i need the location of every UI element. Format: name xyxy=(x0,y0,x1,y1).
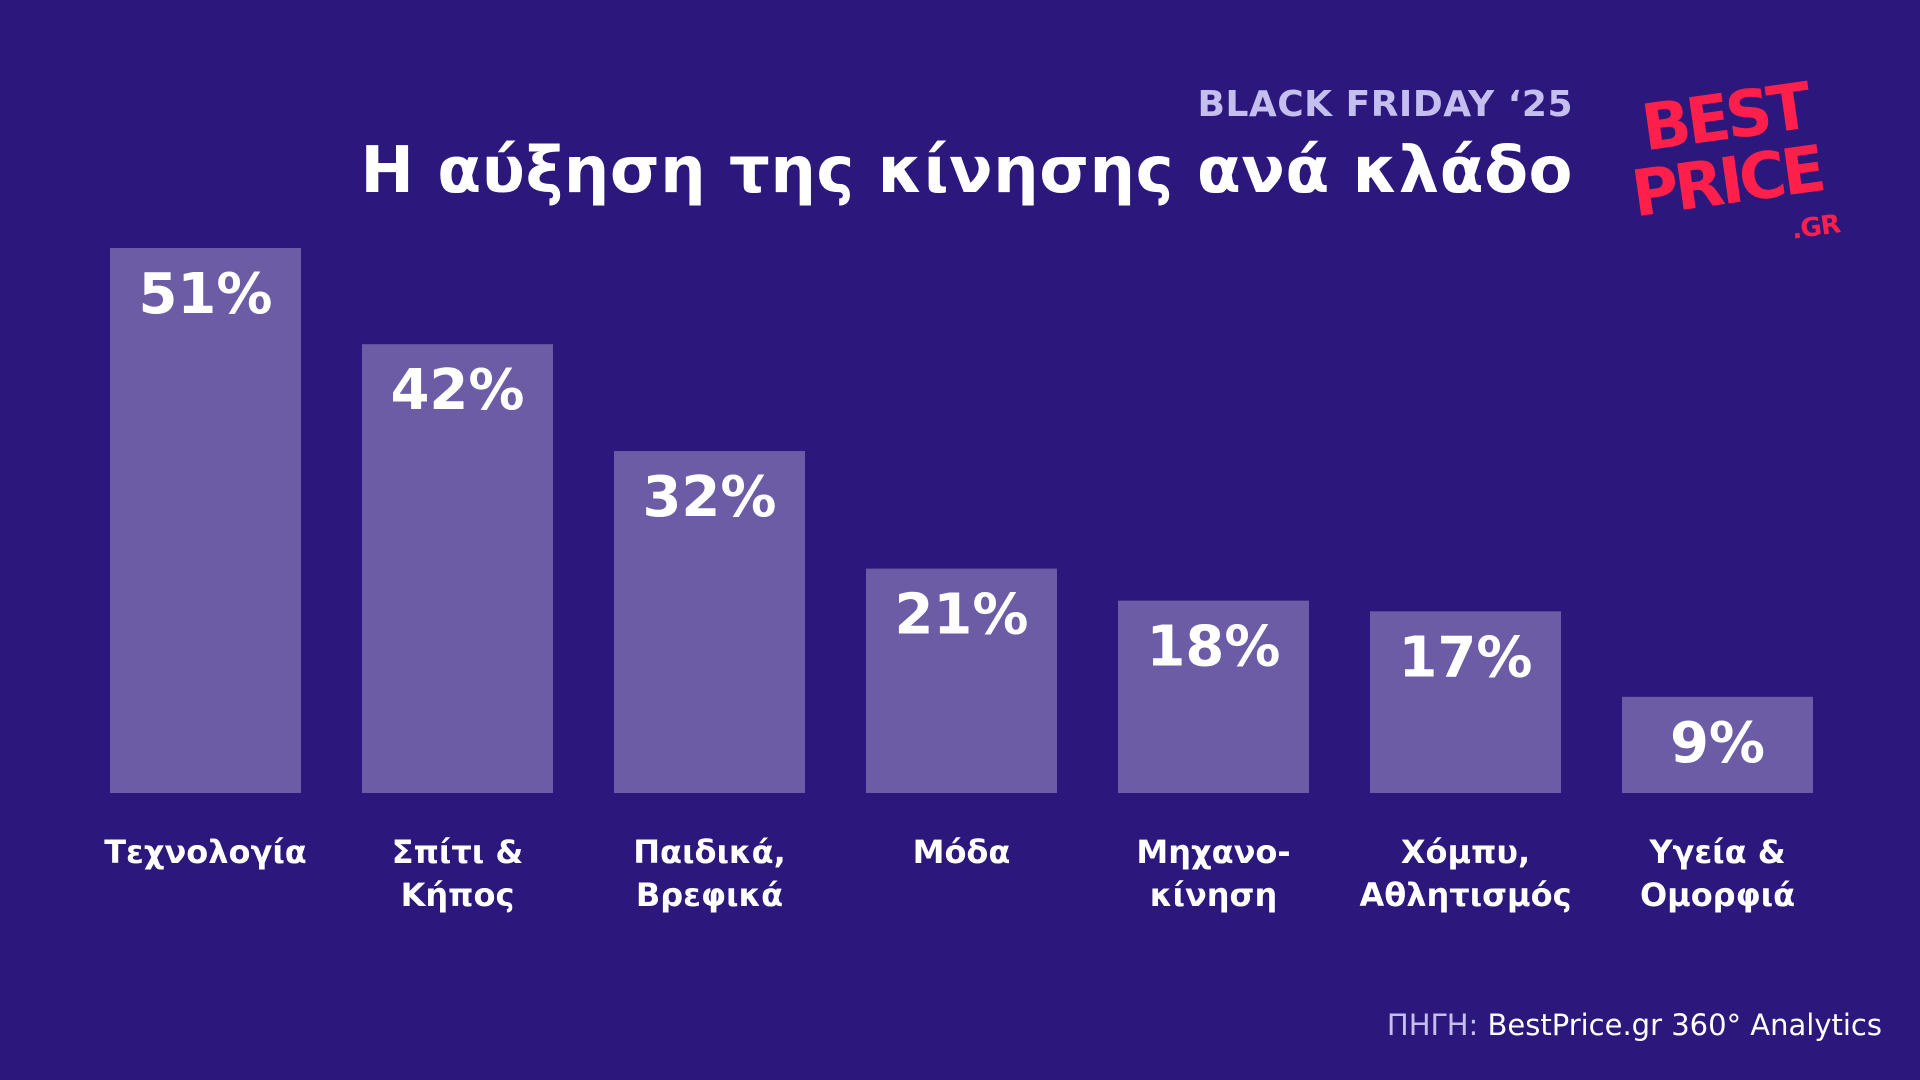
value-label-3: 21% xyxy=(894,583,1028,648)
value-label-2: 32% xyxy=(642,465,776,530)
value-label-4: 18% xyxy=(1146,615,1280,680)
source-note: ΠΗΓΗ: BestPrice.gr 360° Analytics xyxy=(1387,1008,1882,1042)
chart-title: Η αύξηση της κίνησης ανά κλάδο xyxy=(360,134,1573,208)
category-label-3-0: Μόδα xyxy=(913,833,1011,871)
value-label-0: 51% xyxy=(138,262,272,327)
category-label-2-1: Βρεφικά xyxy=(636,876,783,914)
category-label-4-0: Μηχανο- xyxy=(1136,833,1290,871)
value-label-5: 17% xyxy=(1398,625,1532,690)
source-text: BestPrice.gr 360° Analytics xyxy=(1487,1008,1883,1042)
bar-6 xyxy=(1622,696,1813,793)
source-label: ΠΗΓΗ: xyxy=(1386,1008,1479,1042)
category-label-0-0: Τεχνολογία xyxy=(104,833,307,871)
event-kicker: BLACK FRIDAY ‘25 xyxy=(1197,84,1573,125)
category-label-5-0: Χόμπυ, xyxy=(1401,833,1530,871)
category-label-1-0: Σπίτι & xyxy=(392,833,524,871)
category-label-2-0: Παιδικά, xyxy=(633,833,786,871)
value-label-6: 9% xyxy=(1670,711,1765,776)
bar-0 xyxy=(110,248,301,793)
category-label-6-0: Υγεία & xyxy=(1648,833,1785,871)
bar-5 xyxy=(1370,611,1561,793)
bar-2 xyxy=(614,451,805,793)
category-label-5-1: Αθλητισμός xyxy=(1359,876,1571,914)
bar-1 xyxy=(362,344,553,793)
bar-4 xyxy=(1118,600,1309,793)
category-label-1-1: Κήπος xyxy=(401,876,515,914)
bar-3 xyxy=(866,568,1057,793)
category-label-6-1: Ομορφιά xyxy=(1640,876,1795,914)
value-label-1: 42% xyxy=(390,358,524,423)
category-label-4-1: κίνηση xyxy=(1150,876,1277,914)
